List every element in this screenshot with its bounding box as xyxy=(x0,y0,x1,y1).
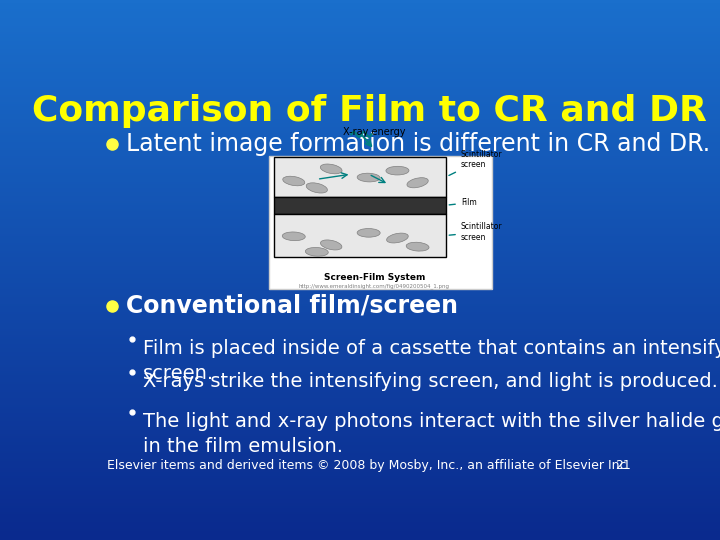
Text: http://www.emeraldinsight.com/fig/0490200504_1.png: http://www.emeraldinsight.com/fig/049020… xyxy=(299,284,450,289)
Ellipse shape xyxy=(306,247,328,256)
Text: Latent image formation is different in CR and DR.: Latent image formation is different in C… xyxy=(126,132,711,156)
Text: Conventional film/screen: Conventional film/screen xyxy=(126,294,458,318)
Ellipse shape xyxy=(387,166,408,176)
Text: Scintillator
screen: Scintillator screen xyxy=(449,150,503,176)
Ellipse shape xyxy=(358,172,379,183)
Text: Comparison of Film to CR and DR: Comparison of Film to CR and DR xyxy=(32,94,706,128)
Ellipse shape xyxy=(305,184,328,192)
Ellipse shape xyxy=(357,228,380,237)
Text: Film is placed inside of a cassette that contains an intensifying
screen.: Film is placed inside of a cassette that… xyxy=(143,339,720,383)
Text: X-ray energy: X-ray energy xyxy=(343,127,405,138)
Ellipse shape xyxy=(282,232,305,241)
FancyBboxPatch shape xyxy=(269,156,492,289)
Text: Elsevier items and derived items © 2008 by Mosby, Inc., an affiliate of Elsevier: Elsevier items and derived items © 2008 … xyxy=(107,460,631,472)
Text: X-rays strike the intensifying screen, and light is produced.: X-rays strike the intensifying screen, a… xyxy=(143,373,718,392)
Text: Scintillator
screen: Scintillator screen xyxy=(449,222,503,242)
Ellipse shape xyxy=(406,178,429,187)
Polygon shape xyxy=(274,157,446,197)
Polygon shape xyxy=(274,214,446,257)
Text: 21: 21 xyxy=(616,460,631,472)
Text: Screen-Film System: Screen-Film System xyxy=(324,273,425,282)
Ellipse shape xyxy=(283,176,305,186)
Text: Film: Film xyxy=(449,198,477,207)
Ellipse shape xyxy=(320,165,343,173)
Ellipse shape xyxy=(406,242,429,251)
Polygon shape xyxy=(274,197,446,214)
Text: The light and x-ray photons interact with the silver halide grains
in the film e: The light and x-ray photons interact wit… xyxy=(143,412,720,456)
Ellipse shape xyxy=(320,240,343,249)
Ellipse shape xyxy=(386,233,409,242)
